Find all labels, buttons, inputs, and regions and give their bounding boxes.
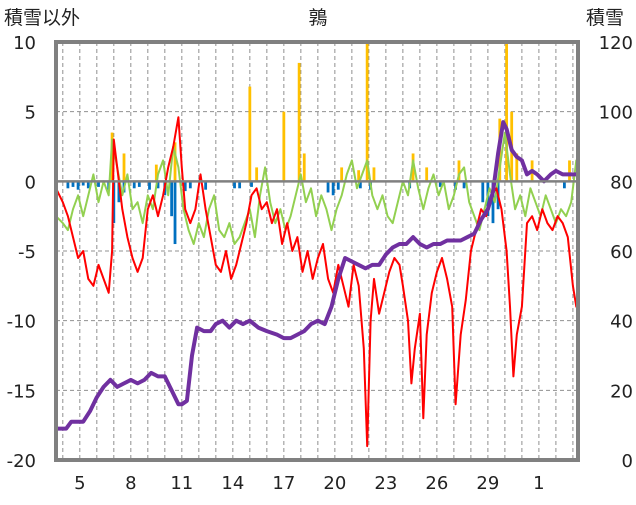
blue-bar-21 [238, 181, 242, 189]
blue-bar-13 [156, 181, 160, 189]
orange-bar-4 [248, 86, 252, 182]
orange-bar-0 [110, 132, 114, 182]
left-axis-ticks: 10 5 0 -5 -10 -15 -20 [7, 33, 36, 472]
x-tick-label-0: 5 [74, 473, 85, 494]
blue-bar-24 [331, 181, 335, 196]
left-tick-label-3: -5 [18, 242, 36, 263]
x-tick-label-3: 14 [221, 473, 244, 494]
left-axis-label: 積雪以外 [4, 7, 80, 29]
right-tick-label-0: 120 [599, 33, 633, 54]
left-tick-label-4: -10 [7, 312, 36, 333]
blue-bar-20 [233, 181, 236, 189]
x-tick-label-1: 8 [125, 473, 136, 494]
blue-bar-10 [132, 181, 136, 189]
blue-bar-19 [204, 181, 208, 190]
blue-bar-34 [491, 181, 495, 224]
orange-bar-3 [173, 142, 177, 182]
x-tick-label-7: 26 [425, 473, 448, 494]
blue-bar-32 [481, 181, 485, 203]
left-tick-label-2: 0 [25, 172, 36, 193]
blue-bar-0 [66, 181, 70, 189]
blue-bar-2 [76, 181, 80, 190]
orange-bar-10 [357, 170, 361, 182]
right-tick-label-4: 40 [610, 312, 633, 333]
blue-bar-8 [117, 181, 121, 203]
orange-bar-14 [425, 167, 429, 182]
left-tick-label-5: -15 [7, 381, 36, 402]
x-tick-label-2: 11 [170, 473, 193, 494]
plot-frame [54, 40, 580, 462]
left-tick-label-1: 5 [25, 103, 36, 124]
orange-bar-8 [302, 153, 306, 182]
right-tick-label-2: 80 [610, 172, 633, 193]
blue-bar-11 [137, 181, 141, 187]
blue-bar-17 [183, 181, 187, 192]
green-series-line [55, 131, 578, 245]
right-axis-label: 積雪 [586, 7, 624, 29]
right-axis-ticks: 120 100 80 60 40 20 0 [599, 33, 633, 472]
left-tick-label-0: 10 [13, 33, 36, 54]
orange-bar-21 [568, 160, 571, 182]
blue-bar-31 [462, 181, 466, 189]
blue-bar-26 [358, 181, 362, 189]
left-tick-label-6: -20 [7, 451, 36, 472]
grid [56, 42, 578, 460]
line-series [54, 116, 579, 448]
blue-bar-12 [148, 181, 151, 190]
right-tick-label-3: 60 [610, 242, 633, 263]
right-tick-label-1: 100 [599, 103, 633, 124]
x-tick-label-5: 20 [323, 473, 346, 494]
purple-series-line [54, 120, 579, 431]
right-tick-label-6: 0 [622, 451, 633, 472]
x-tick-label-6: 23 [374, 473, 397, 494]
orange-bar-6 [282, 111, 286, 182]
blue-bar-4 [86, 181, 90, 189]
chart-title: 鶉 [308, 7, 327, 29]
blue-bar-16 [173, 181, 177, 245]
orange-bar-12 [372, 167, 376, 182]
orange-bar-19 [515, 153, 519, 182]
blue-bar-1 [71, 181, 75, 187]
blue-bar-5 [97, 181, 100, 187]
orange-bar-17 [505, 42, 508, 182]
blue-bar-25 [336, 181, 340, 190]
right-tick-label-5: 20 [610, 381, 633, 402]
orange-bar-1 [122, 153, 126, 182]
blue-bar-15 [170, 181, 174, 217]
blue-bar-18 [188, 181, 192, 189]
orange-bar-15 [457, 160, 461, 182]
orange-bar-11 [365, 42, 369, 182]
x-tick-label-8: 29 [476, 473, 499, 494]
orange-bar-5 [255, 167, 259, 182]
x-axis-ticks: 5 8 11 14 17 20 23 26 29 1 [74, 473, 545, 494]
blue-bar-3 [81, 181, 85, 186]
orange-bar-7 [297, 62, 301, 182]
blue-bar-29 [438, 181, 442, 187]
bar-series [66, 42, 571, 245]
x-tick-label-9: 1 [533, 473, 544, 494]
orange-bar-2 [154, 164, 158, 182]
blue-bar-36 [562, 181, 566, 189]
blue-bar-22 [250, 181, 253, 187]
blue-bar-23 [326, 181, 330, 193]
orange-bar-9 [340, 167, 344, 182]
x-tick-label-4: 17 [272, 473, 295, 494]
